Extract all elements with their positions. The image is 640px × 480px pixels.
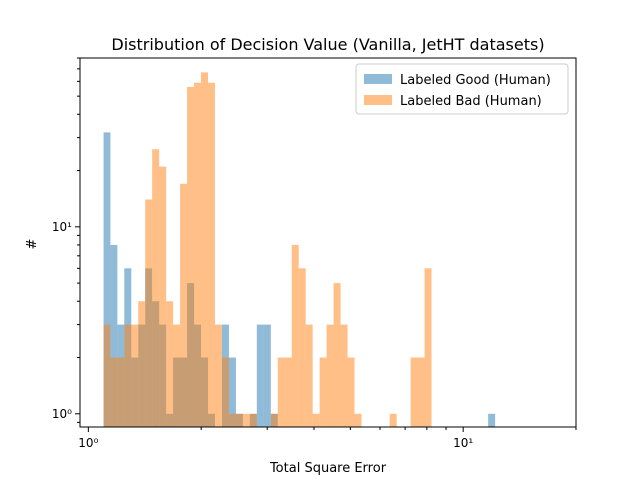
bar-series1-bin34: [354, 413, 362, 427]
bar-series1-bin15: [208, 82, 215, 427]
series-1: [103, 72, 432, 428]
bar-series1-bin30: [326, 324, 334, 427]
x-tick-label: 10⁰: [78, 436, 98, 450]
x-tick-label: 10¹: [453, 436, 473, 450]
bar-series1-bin24: [284, 357, 292, 427]
bar-series1-bin29: [319, 357, 327, 427]
legend-swatch-0: [364, 74, 392, 84]
bar-series1-bin1: [110, 357, 118, 427]
y-axis-label: #: [25, 239, 40, 250]
bar-series0-bin1: [110, 244, 118, 427]
bar-series1-bin11: [180, 183, 188, 427]
bar-series0-bin17: [228, 357, 236, 427]
bar-series1-bin36: [410, 357, 418, 427]
plot-frame: [79, 57, 577, 428]
bar-series1-bin7: [152, 149, 160, 427]
bar-series1-bin9: [166, 301, 174, 427]
axes: 10⁰ 10¹ 10⁰ 10¹: [52, 57, 577, 450]
bar-series1-bin38: [424, 268, 432, 427]
histogram-bars: [103, 72, 496, 428]
bar-series1-bin2: [117, 357, 125, 427]
bar-series0-bin0: [103, 132, 111, 427]
bar-series0-bin23: [488, 413, 496, 427]
y-tick-label: 10⁰: [52, 407, 72, 421]
legend-label-1: Labeled Bad (Human): [400, 94, 542, 109]
bar-series1-bin0: [103, 324, 111, 427]
bar-series1-bin8: [159, 166, 167, 427]
bar-series1-bin13: [194, 82, 202, 427]
bar-series1-bin32: [340, 324, 348, 427]
bar-series1-bin33: [347, 357, 355, 427]
bar-series1-bin25: [291, 244, 299, 427]
y-tick-label: 10¹: [52, 220, 72, 234]
bar-series1-bin28: [312, 413, 320, 427]
bar-series1-bin27: [305, 324, 313, 427]
bar-series1-bin12: [187, 86, 195, 428]
legend-box: [355, 63, 569, 115]
legend-label-0: Labeled Good (Human): [400, 73, 551, 88]
bar-series1-bin19: [235, 413, 243, 427]
bar-series1-bin5: [138, 301, 146, 427]
bar-series1-bin31: [333, 283, 341, 427]
bar-series1-bin16: [214, 324, 222, 427]
bar-series1-bin22: [270, 413, 278, 427]
legend: Labeled Good (Human) Labeled Bad (Human): [355, 63, 569, 115]
bar-series1-bin21: [249, 413, 257, 427]
bar-series1-bin18: [228, 413, 236, 427]
bar-series1-bin14: [201, 72, 209, 428]
bar-series1-bin23: [277, 357, 285, 427]
bar-series0-bin21: [263, 324, 271, 427]
bar-series1-bin6: [145, 199, 153, 427]
bar-series1-bin35: [389, 413, 397, 427]
chart-title: Distribution of Decision Value (Vanilla,…: [111, 35, 544, 54]
bar-series1-bin26: [298, 268, 306, 427]
bar-series1-bin20: [242, 413, 250, 427]
x-axis-label: Total Square Error: [269, 461, 387, 476]
bar-series1-bin10: [173, 324, 181, 427]
bar-series1-bin4: [131, 324, 139, 427]
bar-series0-bin20: [256, 324, 264, 427]
bar-series1-bin3: [124, 324, 132, 427]
legend-swatch-1: [364, 95, 392, 105]
bar-series1-bin17: [221, 357, 229, 427]
bar-series1-bin37: [417, 357, 425, 427]
